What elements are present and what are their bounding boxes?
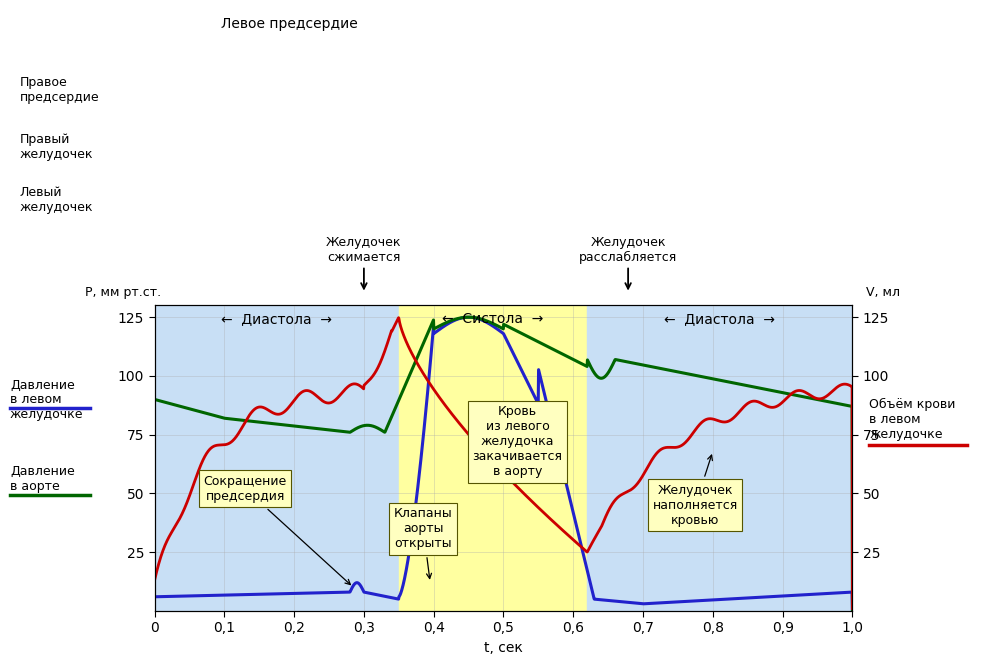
Text: Желудочек
наполняется
кровью: Желудочек наполняется кровью	[653, 455, 738, 527]
Text: Давление
в левом
желудочке: Давление в левом желудочке	[10, 378, 84, 422]
Bar	[587, 305, 852, 611]
Text: Клапаны
аорты
открыты: Клапаны аорты открыты	[394, 507, 453, 578]
Text: ←  Диастола  →: ← Диастола →	[664, 313, 776, 327]
Text: V, мл: V, мл	[866, 286, 900, 299]
Text: Левое предсердие: Левое предсердие	[220, 17, 358, 31]
Text: Правый
желудочек: Правый желудочек	[20, 133, 94, 161]
Bar	[399, 305, 587, 611]
Text: Левый
желудочек: Левый желудочек	[20, 186, 94, 214]
Text: Правое
предсердие: Правое предсердие	[20, 76, 100, 104]
Text: ←  Систола  →: ← Систола →	[443, 313, 543, 327]
X-axis label: t, сек: t, сек	[485, 641, 522, 655]
Text: ←  Диастола  →: ← Диастола →	[221, 313, 332, 327]
Bar	[155, 305, 399, 611]
Text: P, мм рт.ст.: P, мм рт.ст.	[85, 286, 161, 299]
Text: Желудочек
сжимается: Желудочек сжимается	[326, 236, 402, 264]
Text: Сокращение
предсердия: Сокращение предсердия	[203, 475, 350, 584]
Text: Объём крови
в левом
желудочке: Объём крови в левом желудочке	[869, 398, 956, 442]
Text: Кровь
из левого
желудочка
закачивается
в аорту: Кровь из левого желудочка закачивается в…	[473, 405, 562, 478]
Text: Желудочек
расслабляется: Желудочек расслабляется	[579, 236, 677, 264]
Text: Давление
в аорте: Давление в аорте	[10, 465, 75, 493]
